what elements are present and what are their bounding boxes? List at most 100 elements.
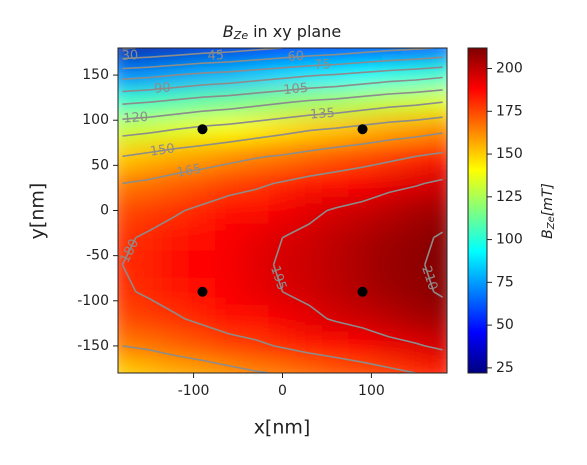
heat-cell	[118, 250, 137, 279]
heat-cell	[241, 196, 270, 225]
contour-line	[121, 151, 443, 373]
heat-cell	[135, 304, 163, 333]
heat-cell	[188, 223, 217, 252]
heat-cell	[375, 223, 404, 252]
contour-line	[122, 56, 443, 80]
x-tick-label: 100	[358, 383, 385, 399]
heat-cell	[161, 250, 190, 279]
contour-line	[122, 132, 443, 373]
heat-cell	[322, 223, 350, 252]
heat-cell	[348, 250, 377, 279]
contour-line	[122, 66, 443, 93]
y-tick-label: 50	[91, 157, 109, 173]
heat-cell	[295, 223, 324, 252]
heat-cell	[428, 304, 447, 333]
heat-cell	[215, 88, 243, 117]
heat-cell	[428, 277, 447, 306]
heat-cell	[428, 358, 447, 373]
heat-cell	[135, 142, 163, 171]
heat-cell	[161, 223, 190, 252]
colorbar-tick-label: 150	[496, 146, 523, 162]
x-axis-label: x[nm]	[254, 417, 311, 439]
heat-cell	[268, 196, 297, 225]
heat-cell	[215, 223, 243, 252]
heat-cell	[268, 61, 297, 90]
heat-cell	[241, 277, 270, 306]
colorbar-unit: [mT]	[540, 183, 556, 216]
heat-cell	[348, 331, 377, 360]
y-tick-label: -100	[77, 293, 109, 309]
heat-cell	[188, 250, 217, 279]
contour-line	[122, 76, 443, 105]
heatmap	[118, 48, 447, 373]
contour-label: 120	[123, 110, 149, 127]
contour-line	[122, 116, 443, 158]
heat-cell	[402, 61, 430, 90]
heat-cell	[161, 88, 190, 117]
heat-cell	[135, 277, 163, 306]
heat-cell	[135, 250, 163, 279]
heat-cell	[295, 358, 324, 373]
contour-label: 45	[207, 48, 224, 64]
colorbar-label: BZe[mT]	[540, 183, 557, 239]
heat-cell	[375, 277, 404, 306]
y-tick-label: -150	[77, 338, 109, 354]
colorbar-tick-label: 200	[496, 61, 523, 77]
colorbar-tick-label: 125	[496, 189, 523, 205]
contour-label: 75	[314, 57, 331, 73]
heat-cell	[118, 277, 137, 306]
title-symbol: B	[223, 22, 234, 41]
contour-label: 150	[149, 141, 176, 159]
colorbar-tick-label: 25	[496, 360, 514, 376]
heat-cell	[295, 48, 324, 63]
heat-cell	[322, 250, 350, 279]
heat-cell	[118, 358, 137, 373]
heat-cell	[241, 48, 270, 63]
heat-cell	[241, 250, 270, 279]
heat-cell	[348, 169, 377, 198]
heat-cell	[428, 196, 447, 225]
heat-cell	[375, 61, 404, 90]
x-tick-label: -100	[178, 383, 210, 399]
heat-cell	[295, 169, 324, 198]
contour-label: 105	[283, 81, 309, 98]
heat-cell	[295, 331, 324, 360]
heat-cell	[428, 115, 447, 144]
heat-cell	[348, 223, 377, 252]
heat-cell	[241, 169, 270, 198]
heat-cell	[428, 331, 447, 360]
heat-cell	[375, 169, 404, 198]
y-tick-label: 150	[82, 67, 109, 83]
heat-cell	[215, 196, 243, 225]
heat-cell	[241, 304, 270, 333]
point	[197, 286, 208, 297]
heat-cell	[268, 358, 297, 373]
heat-cell	[428, 142, 447, 171]
chart-title: BZe in xy plane	[223, 22, 341, 43]
contour-label: 30	[121, 48, 138, 64]
colorbar-tick-label: 75	[496, 274, 514, 290]
y-tick-label: 100	[82, 112, 109, 128]
heat-cell	[135, 196, 163, 225]
heat-cell	[295, 304, 324, 333]
contour-line	[424, 231, 444, 298]
contour-label: 90	[154, 80, 172, 96]
title-subscript: Ze	[233, 29, 249, 42]
x-tick-label: 0	[278, 383, 287, 399]
heat-cell	[375, 250, 404, 279]
heat-cell	[348, 358, 377, 373]
heat-cell	[375, 88, 404, 117]
heat-cell	[295, 250, 324, 279]
colorbar-tick-label: 100	[496, 232, 523, 248]
heat-cell	[402, 196, 430, 225]
colorbar-symbol: B	[540, 229, 556, 239]
heat-cell	[322, 358, 350, 373]
point	[197, 124, 208, 135]
heat-cell	[348, 142, 377, 171]
heat-cell	[118, 304, 137, 333]
heat-cell	[428, 169, 447, 198]
point	[357, 124, 368, 135]
contour-line	[122, 48, 283, 60]
